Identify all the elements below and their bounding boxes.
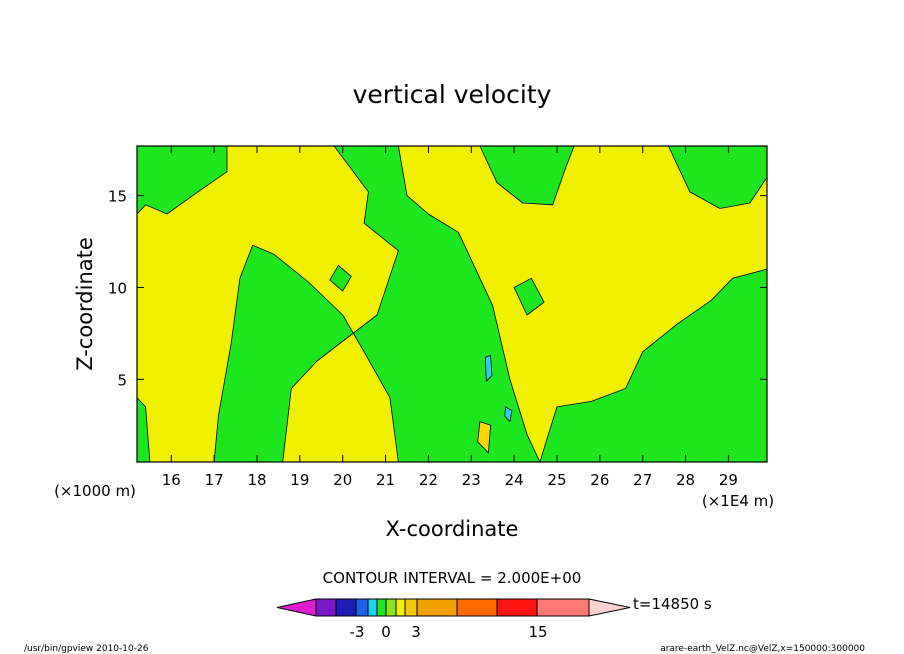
x-tick-label: 20 bbox=[333, 471, 352, 489]
y-axis-label: Z-coordinate bbox=[73, 237, 97, 371]
x-tick-label: 22 bbox=[419, 471, 438, 489]
x-tick-label: 21 bbox=[376, 471, 395, 489]
x-tick-label: 28 bbox=[676, 471, 695, 489]
colorbar-segment bbox=[395, 598, 406, 617]
x-tick-label: 16 bbox=[162, 471, 181, 489]
colorbar-label: -3 bbox=[350, 623, 365, 641]
colorbar-min-triangle bbox=[276, 598, 317, 617]
contour-region bbox=[504, 406, 513, 423]
contour-region bbox=[479, 146, 575, 206]
x-tick-label: 17 bbox=[205, 471, 224, 489]
contour-region bbox=[213, 146, 541, 462]
y-tick-label: 15 bbox=[108, 188, 127, 206]
plot-frame bbox=[136, 145, 768, 463]
x-tick-label: 26 bbox=[590, 471, 609, 489]
x-axis-label: X-coordinate bbox=[386, 517, 519, 541]
y-axis: 5 10 15 bbox=[108, 188, 767, 389]
colorbar-segment bbox=[456, 598, 498, 617]
colorbar-max-triangle bbox=[588, 598, 631, 617]
time-label: t=14850 s bbox=[633, 595, 712, 613]
colorbar: -3 0 3 15 bbox=[276, 598, 631, 641]
contour-interval-label: CONTOUR INTERVAL = 2.000E+00 bbox=[323, 569, 582, 587]
chart-title: vertical velocity bbox=[353, 80, 552, 109]
x-tick-label: 19 bbox=[290, 471, 309, 489]
x-tick-label: 29 bbox=[719, 471, 738, 489]
colorbar-segment bbox=[536, 598, 590, 617]
x-unit-right: (×1E4 m) bbox=[702, 492, 774, 510]
x-tick-label: 25 bbox=[547, 471, 566, 489]
x-tick-label: 27 bbox=[633, 471, 652, 489]
footer-left: /usr/bin/gpview 2010-10-26 bbox=[24, 644, 149, 654]
contour-region bbox=[137, 397, 151, 462]
contour-region bbox=[668, 146, 767, 209]
colorbar-label: 15 bbox=[528, 623, 547, 641]
x-tick-label: 18 bbox=[247, 471, 266, 489]
colorbar-segment bbox=[315, 598, 337, 617]
colorbar-segment bbox=[416, 598, 458, 617]
colorbar-segment bbox=[355, 598, 369, 617]
contour-region bbox=[484, 354, 493, 382]
contour-region bbox=[477, 421, 492, 454]
x-tick-label: 23 bbox=[462, 471, 481, 489]
x-tick-label: 24 bbox=[505, 471, 524, 489]
x-axis: 16 17 18 19 20 21 22 23 24 25 26 27 28 29 bbox=[162, 146, 738, 489]
colorbar-label: 0 bbox=[381, 623, 391, 641]
contour-region bbox=[329, 264, 352, 292]
colorbar-label: 3 bbox=[411, 623, 421, 641]
x-unit-left: (×1000 m) bbox=[54, 482, 136, 500]
colorbar-segment bbox=[404, 598, 418, 617]
contour-region bbox=[513, 277, 545, 316]
contour-region bbox=[137, 146, 228, 215]
colorbar-segment bbox=[367, 598, 378, 617]
colorbar-segment bbox=[385, 598, 397, 617]
contour-regions bbox=[137, 146, 767, 462]
plot-area bbox=[136, 145, 768, 463]
footer-right: arare-earth_VelZ.nc@VelZ,x=150000:300000 bbox=[660, 644, 865, 654]
y-tick-label: 10 bbox=[108, 279, 127, 297]
colorbar-segment bbox=[496, 598, 538, 617]
contour-region bbox=[539, 268, 767, 462]
y-tick-label: 5 bbox=[117, 371, 127, 389]
colorbar-segment bbox=[376, 598, 387, 617]
colorbar-segment bbox=[335, 598, 357, 617]
